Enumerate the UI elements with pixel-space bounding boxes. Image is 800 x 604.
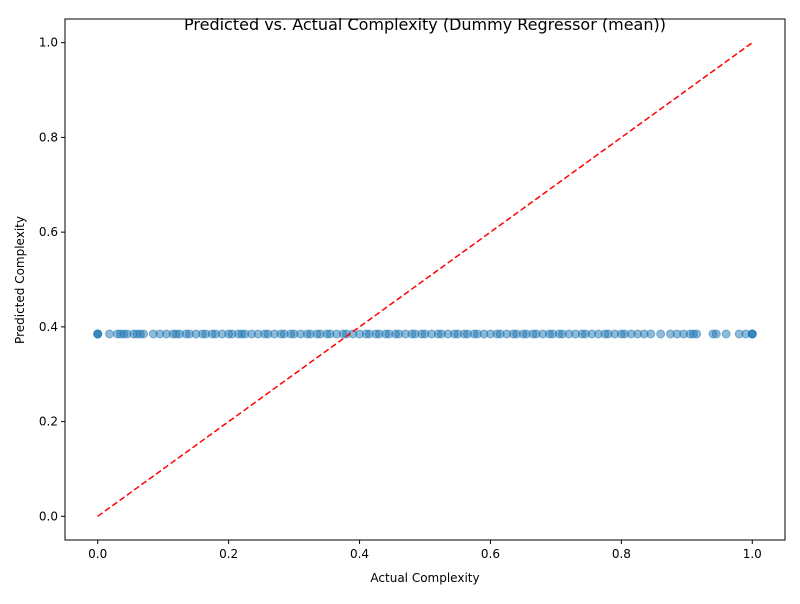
data-point [721, 329, 731, 339]
y-tick-label: 1.0 [39, 36, 58, 50]
plot-frame [64, 18, 786, 541]
x-tick-label: 0.6 [481, 547, 500, 561]
data-point [93, 329, 103, 339]
chart-title: Predicted vs. Actual Complexity (Dummy R… [184, 15, 666, 34]
y-axis-label: Predicted Complexity [13, 216, 27, 344]
x-tick-label: 0.2 [219, 547, 238, 561]
x-tick-label: 0.4 [350, 547, 369, 561]
y-tick-label: 0.0 [39, 509, 58, 523]
data-point [646, 329, 656, 339]
x-axis: 0.0 0.2 0.4 0.6 0.8 1.0 [88, 540, 762, 561]
x-axis-label: Actual Complexity [370, 571, 479, 585]
y-axis: 0.0 0.2 0.4 0.6 0.8 1.0 [39, 36, 65, 523]
data-point [692, 329, 702, 339]
points-layer [93, 329, 757, 339]
x-tick-label: 1.0 [743, 547, 762, 561]
data-point [139, 329, 149, 339]
data-point [105, 329, 115, 339]
x-tick-label: 0.8 [612, 547, 631, 561]
y-tick-label: 0.4 [39, 320, 58, 334]
y-tick-label: 0.2 [39, 415, 58, 429]
data-point [711, 329, 721, 339]
y-tick-label: 0.8 [39, 130, 58, 144]
data-point [747, 329, 757, 339]
x-tick-label: 0.0 [88, 547, 107, 561]
y-tick-label: 0.6 [39, 225, 58, 239]
data-point [656, 329, 666, 339]
